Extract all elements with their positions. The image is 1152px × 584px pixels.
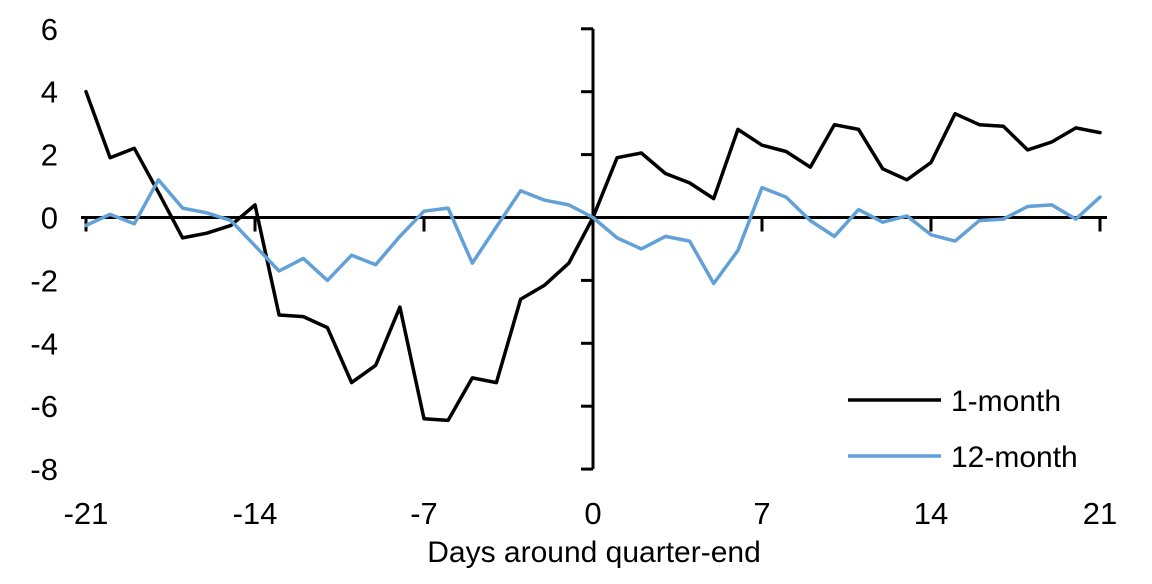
x-tick-label: -7: [410, 496, 438, 531]
series-line-12-month: [84, 178, 1102, 286]
y-tick-label: 6: [41, 12, 58, 47]
y-tick-label: -8: [30, 452, 58, 487]
y-tick-label: 2: [41, 138, 58, 173]
y-tick-label: 0: [41, 201, 58, 236]
y-tick-label: 4: [41, 75, 58, 110]
tick-labels: -21 -14 -7 0 7 14 21 6 4 2 0 -2 -4 -6 -8: [30, 12, 1117, 531]
y-tick-label: -6: [30, 389, 58, 424]
x-tick-label: -14: [233, 496, 278, 531]
x-axis-title: Days around quarter-end: [427, 536, 761, 569]
x-tick-label: 14: [914, 496, 948, 531]
x-tick-label: 21: [1083, 496, 1117, 531]
legend: 1-month 12-month: [848, 385, 1078, 474]
x-tick-label: 7: [753, 496, 770, 531]
legend-label-1-month: 1-month: [951, 385, 1061, 418]
y-tick-label: -4: [30, 326, 58, 361]
x-tick-label: -21: [64, 496, 109, 531]
legend-label-12-month: 12-month: [951, 441, 1078, 474]
x-tick-label: 0: [584, 496, 601, 531]
y-tick-label: -2: [30, 263, 58, 298]
series-lines: [84, 89, 1102, 423]
